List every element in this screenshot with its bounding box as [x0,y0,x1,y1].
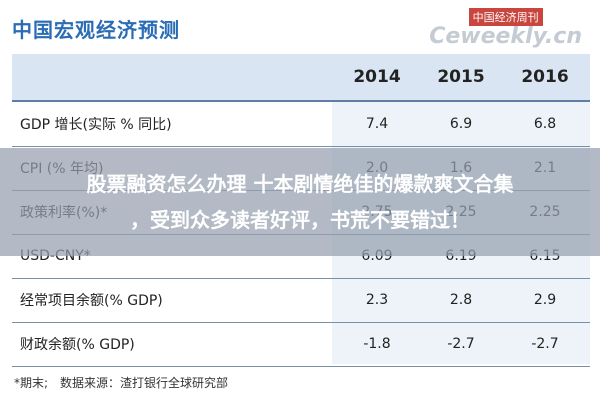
column-header: 2016 [521,67,569,87]
column-header: 2015 [437,67,485,87]
table-row: GDP 增长(实际 % 同比) 7.4 6.9 6.8 [12,102,590,147]
table-row: 经常项目余额(% GDP) 2.3 2.8 2.9 [12,278,590,323]
cell-value: -1.8 [363,336,391,352]
cell-value: 7.4 [365,116,389,132]
overlay-banner[interactable]: 股票融资怎么办理 十本剧情绝佳的爆款爽文合集 ，受到众多读者好评，书荒不要错过！ [0,148,600,256]
cell-value: 2.9 [533,292,557,308]
table-row: 财政余额(% GDP) -1.8 -2.7 -2.7 [12,322,590,367]
cell-value: -2.7 [447,336,475,352]
cell-value: 2.8 [449,292,473,308]
column-header: 2014 [353,67,401,87]
logo: 中国经济周刊 Ceweekly.cn [429,6,582,48]
overlay-text[interactable]: 股票融资怎么办理 十本剧情绝佳的爆款爽文合集 [86,172,514,196]
row-label: 财政余额(% GDP) [20,337,135,353]
row-label: GDP 增长(实际 % 同比) [20,117,172,133]
logo-cn: 中国经济周刊 [468,8,543,26]
cell-value: 6.9 [449,116,473,132]
overlay-text[interactable]: ，受到众多读者好评，书荒不要错过！ [130,208,470,232]
title: 中国宏观经济预测 [12,18,180,42]
cell-value: 2.3 [365,292,389,308]
footnote: *期末; 数据来源：渣打银行全球研究部 [14,376,229,390]
cell-value: -2.7 [531,336,559,352]
cell-value: 6.8 [533,116,557,132]
header-row: 2014 2015 2016 [12,54,590,102]
row-label: 经常项目余额(% GDP) [20,293,163,309]
logo-en: Ceweekly.cn [429,24,582,49]
